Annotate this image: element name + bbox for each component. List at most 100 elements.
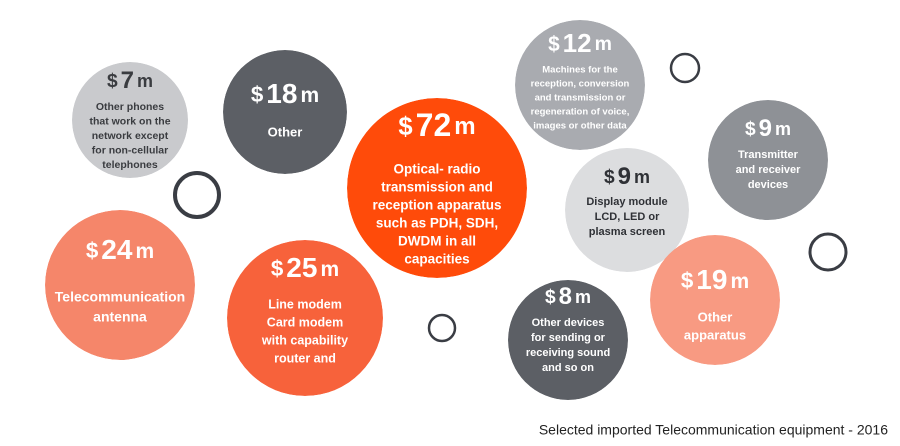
amount: $24 m: [86, 234, 154, 265]
currency: $: [86, 238, 99, 263]
bubble: $24 m Telecommunication antenna: [45, 210, 195, 360]
description-line: regeneration of voice,: [531, 107, 630, 118]
amount: $18 m: [251, 78, 319, 109]
description-line: Other: [268, 124, 303, 139]
description-line: LCD, LED or: [595, 211, 660, 223]
bubble-circle: [72, 62, 188, 178]
amount: $12 m: [548, 28, 612, 58]
description-line: Other: [698, 309, 733, 324]
unit: m: [575, 287, 591, 307]
unit: m: [137, 71, 153, 91]
description-line: plasma screen: [589, 226, 666, 238]
bubble: $18 m Other: [223, 50, 347, 174]
description-line: and transmission or: [535, 93, 626, 104]
description-line: Other devices: [532, 317, 605, 329]
amount: $72 m: [398, 107, 475, 143]
amount-value: 8: [559, 283, 572, 310]
description-line: receiving sound: [526, 347, 610, 359]
bubble-circle: [650, 235, 780, 365]
amount: $19 m: [681, 264, 749, 295]
unit: m: [454, 113, 475, 140]
amount-value: 25: [286, 252, 317, 283]
ring: [427, 313, 457, 343]
bubble-circle: [223, 50, 347, 174]
bubble: $72 m Optical- radio transmission and recept…: [347, 98, 527, 278]
amount-value: 12: [563, 28, 592, 58]
bubble: $25 m Line modem Card modem with capability r…: [227, 240, 383, 396]
description-line: Machines for the: [542, 65, 618, 76]
currency: $: [545, 287, 556, 308]
amount-value: 18: [266, 78, 297, 109]
unit: m: [730, 270, 749, 293]
description-line: Card modem: [267, 315, 343, 329]
bubble: $7 m Other phones that work on the network e…: [72, 62, 188, 178]
amount: $9 m: [745, 115, 791, 142]
amount-value: 7: [121, 67, 134, 94]
description-line: such as PDH, SDH,: [376, 216, 498, 231]
unit: m: [634, 167, 650, 187]
amount-value: 24: [101, 234, 133, 265]
description-line: reception apparatus: [372, 198, 501, 213]
description-line: capacities: [404, 252, 469, 267]
description-line: Display module: [586, 196, 667, 208]
description-line: telephones: [102, 159, 158, 171]
description-line: DWDM in all: [398, 234, 476, 249]
unit: m: [135, 240, 154, 263]
bubble: $9 m Transmitter and receiver devices: [708, 100, 828, 220]
bubble-circle: [708, 100, 828, 220]
bubble: $12 m Machines for the reception, conversio…: [515, 20, 645, 150]
description-line: Other phones: [96, 101, 164, 113]
currency: $: [107, 71, 118, 92]
description-line: images or other data: [533, 121, 627, 132]
unit: m: [320, 258, 339, 281]
currency: $: [604, 167, 615, 188]
description-line: that work on the: [89, 115, 170, 127]
bubble-circle: [45, 210, 195, 360]
description-line: Telecommunication: [55, 289, 185, 305]
currency: $: [271, 256, 284, 281]
bubble-circle: [227, 240, 383, 396]
description-line: transmission and: [381, 180, 493, 195]
description-line: antenna: [93, 309, 147, 325]
amount-value: 9: [618, 163, 631, 190]
description-line: and receiver: [736, 164, 802, 176]
unit: m: [300, 84, 319, 107]
bubble: $8 m Other devices for sending or receiving …: [508, 280, 628, 400]
description-line: with capability: [261, 333, 348, 347]
bubble-circle: [515, 20, 645, 150]
currency: $: [251, 82, 264, 107]
currency: $: [681, 268, 694, 293]
bubble-circle: [565, 148, 689, 272]
description-line: for non-cellular: [92, 144, 168, 156]
description-line: router and: [274, 351, 336, 365]
amount: $9 m: [604, 163, 650, 190]
ring: [669, 52, 701, 84]
caption: Selected imported Telecommunication equi…: [539, 422, 888, 438]
description-line: devices: [748, 179, 788, 191]
amount-value: 19: [696, 264, 727, 295]
currency: $: [548, 33, 560, 56]
bubble-circle: [347, 98, 527, 278]
bubble: $19 m Other apparatus: [650, 235, 780, 365]
description-line: apparatus: [684, 327, 746, 342]
description-line: network except: [92, 130, 169, 142]
amount: $25 m: [271, 252, 339, 283]
ring: [173, 171, 221, 219]
description-line: and so on: [542, 362, 594, 374]
amount-value: 72: [416, 107, 452, 143]
description-line: Optical- radio: [393, 162, 480, 177]
description-line: for sending or: [531, 332, 606, 344]
currency: $: [398, 113, 412, 141]
description-line: Transmitter: [738, 149, 799, 161]
ring: [808, 232, 848, 272]
amount: $8 m: [545, 283, 591, 310]
bubble-circle: [508, 280, 628, 400]
amount-value: 9: [759, 115, 772, 142]
unit: m: [775, 119, 791, 139]
currency: $: [745, 119, 756, 140]
description-line: reception, conversion: [531, 79, 630, 90]
description-line: Line modem: [268, 297, 342, 311]
amount: $7 m: [107, 67, 153, 94]
